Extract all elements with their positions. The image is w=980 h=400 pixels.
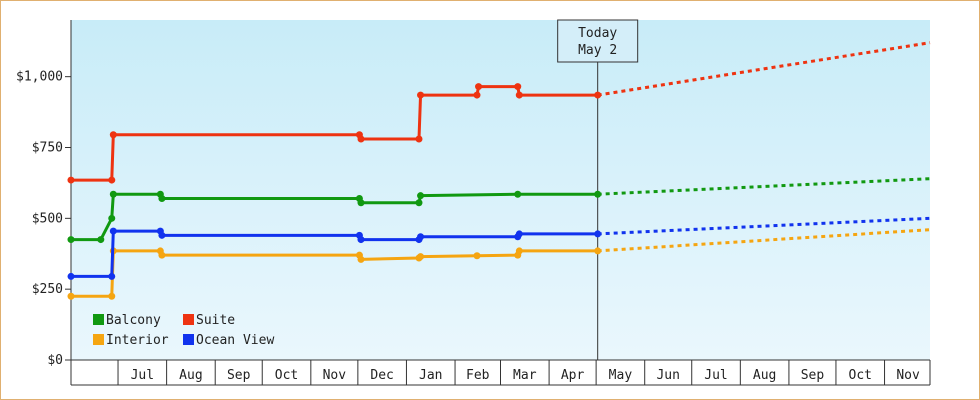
series-point-balcony [415,199,423,207]
y-tick-label: $0 [47,353,63,368]
series-point-ocean-view [357,236,365,244]
series-group [67,41,931,300]
legend-label: Ocean View [196,333,274,348]
series-point-balcony [514,190,522,198]
month-label: Dec [370,368,393,383]
y-tick-label: $500 [32,211,63,226]
series-point-balcony [108,214,116,222]
month-label: Apr [561,368,585,383]
series-point-balcony [158,195,166,202]
y-tick-label: $250 [32,282,63,297]
month-label: Jul [131,368,154,383]
series-point-interior [357,255,365,263]
series-point-interior [515,247,523,255]
month-label: Sep [801,368,825,383]
series-point-balcony [109,190,117,198]
month-label: Mar [513,368,537,383]
month-label: Aug [179,368,202,383]
plot-background [71,20,930,360]
series-point-suite [515,91,523,99]
month-label: Nov [896,368,920,383]
month-label: May [609,368,633,383]
series-point-interior [473,252,481,260]
month-label: Jan [419,368,442,383]
month-label: Aug [753,368,776,383]
series-point-suite [108,176,116,184]
today-box [557,19,639,63]
today-label: Today [578,26,617,41]
series-point-ocean-view [158,231,166,239]
series-point-ocean-view [67,272,75,280]
month-label: Nov [323,368,347,383]
y-tick-label: $750 [32,141,63,156]
legend-swatch [93,314,104,325]
legend-label: Suite [196,313,235,328]
series-point-suite [514,83,522,91]
series-point-balcony [594,190,602,198]
series-point-suite [109,131,117,139]
series-point-balcony [417,192,425,200]
month-label: Jul [704,368,727,383]
legend-label: Interior [106,333,169,348]
series-forecast-suite [597,41,931,97]
legend: Balcony Suite Interior Ocean View [93,313,274,348]
series-point-interior [594,247,602,255]
legend-label: Balcony [106,313,161,328]
series-line-balcony [71,192,598,242]
series-point-ocean-view [515,230,523,238]
series-point-suite [594,91,602,99]
series-point-suite [67,176,75,184]
series-point-interior [67,292,75,300]
series-point-interior [108,292,116,300]
series-point-suite [475,83,483,91]
series-point-suite [473,91,481,99]
series-point-balcony [67,236,75,244]
series-point-ocean-view [109,227,117,235]
y-tick-label: $1,000 [16,70,63,85]
legend-swatch [183,314,194,325]
series-point-interior [417,253,425,261]
y-axis: $0 $250 $500 $750 $1,000 [16,20,72,368]
series-point-suite [417,91,425,99]
month-label: Sep [227,368,251,383]
legend-swatch [183,334,194,345]
series-point-balcony [97,236,105,244]
series-point-interior [158,251,166,259]
legend-swatch [93,334,104,345]
today-marker: Today May 2 [557,19,639,360]
series-point-ocean-view [594,230,602,238]
series-point-ocean-view [417,233,425,241]
month-label: Jun [656,368,679,383]
month-label: Oct [275,368,298,383]
series-point-balcony [357,199,365,207]
today-date-label: May 2 [578,43,617,58]
month-label: Feb [466,368,490,383]
series-point-suite [415,135,423,143]
series-point-suite [357,135,365,143]
month-label: Oct [849,368,872,383]
series-point-ocean-view [108,272,116,280]
x-axis: Jul Aug Sep Oct Nov Dec Jan Feb Mar Apr May Jun Jul A… [70,359,931,386]
